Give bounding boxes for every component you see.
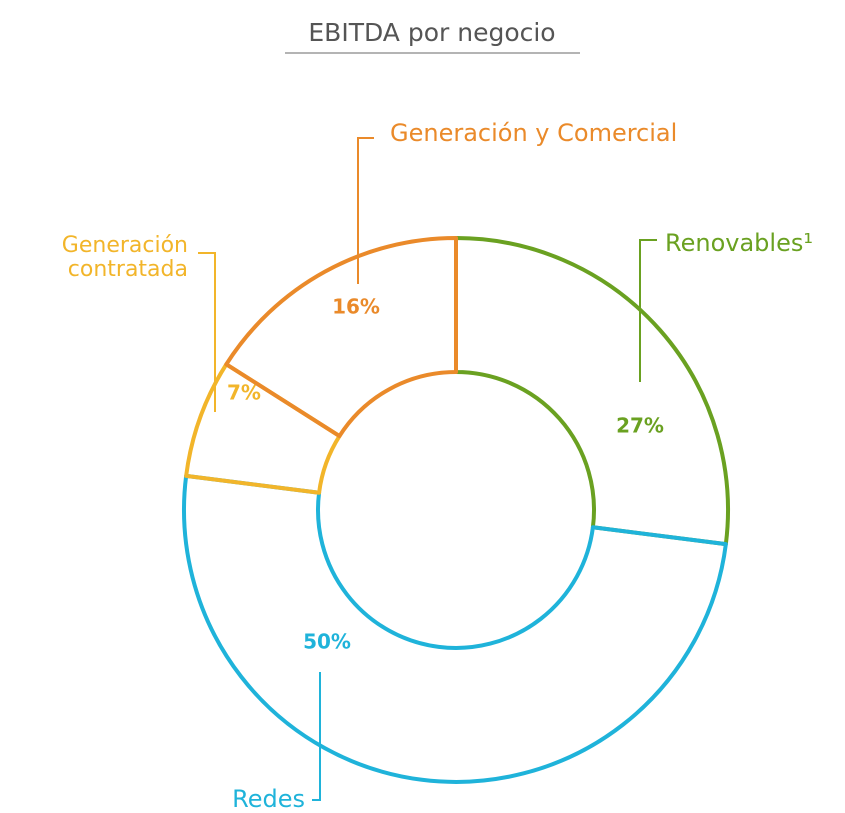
leader-line	[198, 252, 216, 412]
category-label: Redes	[232, 785, 305, 809]
category-label: Renovables¹	[665, 229, 813, 257]
leader-line	[639, 239, 657, 382]
chart-title: EBITDA por negocio	[308, 18, 555, 47]
category-label: Generación contratada	[62, 233, 188, 282]
donut-segment	[454, 236, 730, 547]
leader-line	[357, 137, 374, 284]
donut-segment	[184, 362, 342, 495]
value-label: 50%	[303, 630, 351, 654]
donut-segment	[224, 236, 458, 439]
leader-line	[312, 672, 321, 801]
category-label: Generación y Comercial	[390, 119, 677, 147]
donut-segment	[182, 473, 728, 784]
value-label: 16%	[332, 295, 380, 319]
value-label: 27%	[616, 414, 664, 438]
